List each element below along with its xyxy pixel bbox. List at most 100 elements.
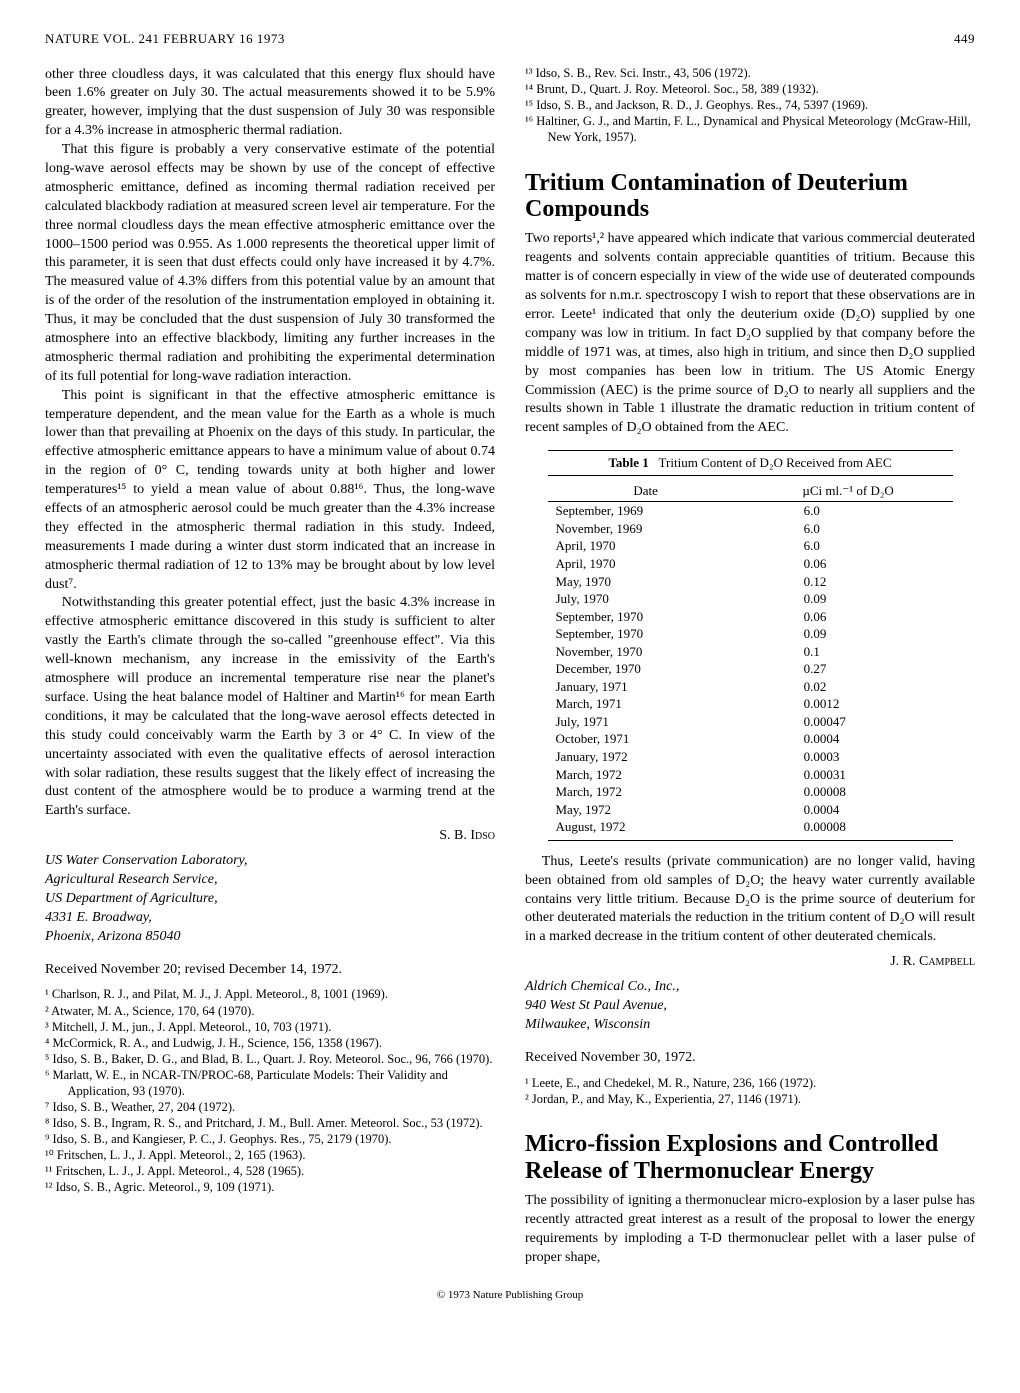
- author-name: J. R. Campbell: [525, 953, 975, 972]
- affiliation: Aldrich Chemical Co., Inc., 940 West St …: [525, 978, 975, 1035]
- table-row: January, 19720.0003: [548, 748, 953, 766]
- reference-item: ¹⁵ Idso, S. B., and Jackson, R. D., J. G…: [525, 98, 975, 114]
- table-label: Table 1: [608, 455, 648, 470]
- table-cell-date: July, 1971: [548, 713, 744, 731]
- table-cell-date: May, 1972: [548, 801, 744, 819]
- table-row: May, 19720.0004: [548, 801, 953, 819]
- table-row: September, 19700.09: [548, 625, 953, 643]
- table-cell-value: 0.00047: [744, 713, 953, 731]
- body-paragraph: Notwithstanding this greater potential e…: [45, 594, 495, 821]
- table-cell-date: January, 1972: [548, 748, 744, 766]
- table-row: July, 19700.09: [548, 590, 953, 608]
- reference-item: ⁵ Idso, S. B., Baker, D. G., and Blad, B…: [45, 1052, 495, 1068]
- table-header: Date: [548, 480, 744, 502]
- body-paragraph: other three cloudless days, it was calcu…: [45, 66, 495, 142]
- table-row: July, 19710.00047: [548, 713, 953, 731]
- table-cell-date: July, 1970: [548, 590, 744, 608]
- affil-line: 4331 E. Broadway,: [45, 909, 495, 928]
- table-row: March, 19710.0012: [548, 695, 953, 713]
- table-row: September, 19696.0: [548, 502, 953, 520]
- table-cell-value: 0.09: [744, 590, 953, 608]
- reference-item: ⁶ Marlatt, W. E., in NCAR-TN/PROC-68, Pa…: [45, 1068, 495, 1099]
- table-row: November, 19700.1: [548, 643, 953, 661]
- article-title: Micro-fission Explosions and Controlled …: [525, 1131, 975, 1184]
- affil-line: 940 West St Paul Avenue,: [525, 997, 975, 1016]
- table-cell-value: 6.0: [744, 502, 953, 520]
- table-cell-value: 0.27: [744, 660, 953, 678]
- reference-item: ⁸ Idso, S. B., Ingram, R. S., and Pritch…: [45, 1116, 495, 1132]
- table-row: November, 19696.0: [548, 520, 953, 538]
- reference-item: ¹³ Idso, S. B., Rev. Sci. Instr., 43, 50…: [525, 66, 975, 82]
- header-left: NATURE VOL. 241 FEBRUARY 16 1973: [45, 30, 285, 48]
- body-paragraph: This point is significant in that the ef…: [45, 387, 495, 595]
- table-cell-value: 0.06: [744, 555, 953, 573]
- table-row: April, 19706.0: [548, 537, 953, 555]
- reference-item: ¹⁶ Haltiner, G. J., and Martin, F. L., D…: [525, 114, 975, 145]
- table-cell-date: September, 1969: [548, 502, 744, 520]
- reference-item: ⁹ Idso, S. B., and Kangieser, P. C., J. …: [45, 1132, 495, 1148]
- reference-item: ² Atwater, M. A., Science, 170, 64 (1970…: [45, 1004, 495, 1020]
- table-cell-value: 0.1: [744, 643, 953, 661]
- article-title: Tritium Contamination of Deuterium Compo…: [525, 170, 975, 223]
- table-cell-value: 0.02: [744, 678, 953, 696]
- table-cell-date: April, 1970: [548, 537, 744, 555]
- table-cell-date: December, 1970: [548, 660, 744, 678]
- body-paragraph: Two reports¹,² have appeared which indic…: [525, 230, 975, 438]
- table-cell-date: November, 1970: [548, 643, 744, 661]
- body-paragraph: Thus, Leete's results (private communica…: [525, 853, 975, 947]
- reference-item: ¹⁴ Brunt, D., Quart. J. Roy. Meteorol. S…: [525, 82, 975, 98]
- page-number: 449: [954, 30, 975, 48]
- affil-line: US Water Conservation Laboratory,: [45, 852, 495, 871]
- table-cell-date: September, 1970: [548, 625, 744, 643]
- table-row: September, 19700.06: [548, 608, 953, 626]
- table-cell-date: March, 1972: [548, 783, 744, 801]
- table-row: December, 19700.27: [548, 660, 953, 678]
- table-caption-text: Tritium Content of D₂O Received from AEC: [659, 455, 892, 470]
- reference-item: ¹¹ Fritschen, L. J., J. Appl. Meteorol.,…: [45, 1164, 495, 1180]
- table-row: March, 19720.00008: [548, 783, 953, 801]
- affil-line: Agricultural Research Service,: [45, 871, 495, 890]
- table-cell-date: May, 1970: [548, 573, 744, 591]
- table-cell-date: January, 1971: [548, 678, 744, 696]
- reference-item: ¹² Idso, S. B., Agric. Meteorol., 9, 109…: [45, 1180, 495, 1196]
- table-cell-date: April, 1970: [548, 555, 744, 573]
- table-cell-date: November, 1969: [548, 520, 744, 538]
- reference-item: ² Jordan, P., and May, K., Experientia, …: [525, 1092, 975, 1108]
- table-row: April, 19700.06: [548, 555, 953, 573]
- affiliation: US Water Conservation Laboratory, Agricu…: [45, 852, 495, 946]
- table-cell-date: March, 1972: [548, 766, 744, 784]
- table-cell-value: 0.0004: [744, 730, 953, 748]
- table-cell-value: 0.00031: [744, 766, 953, 784]
- body-paragraph: That this figure is probably a very cons…: [45, 141, 495, 387]
- received-date: Received November 20; revised December 1…: [45, 961, 495, 980]
- affil-line: Aldrich Chemical Co., Inc.,: [525, 978, 975, 997]
- table-cell-value: 6.0: [744, 520, 953, 538]
- table-cell-value: 6.0: [744, 537, 953, 555]
- references-continued: ¹³ Idso, S. B., Rev. Sci. Instr., 43, 50…: [525, 66, 975, 146]
- table-cell-value: 0.0012: [744, 695, 953, 713]
- table-row: March, 19720.00031: [548, 766, 953, 784]
- table-cell-value: 0.12: [744, 573, 953, 591]
- right-column: ¹³ Idso, S. B., Rev. Sci. Instr., 43, 50…: [525, 66, 975, 1268]
- reference-item: ³ Mitchell, J. M., jun., J. Appl. Meteor…: [45, 1020, 495, 1036]
- table-cell-date: September, 1970: [548, 608, 744, 626]
- affil-line: US Department of Agriculture,: [45, 890, 495, 909]
- reference-item: ⁷ Idso, S. B., Weather, 27, 204 (1972).: [45, 1100, 495, 1116]
- table-cell-value: 0.00008: [744, 783, 953, 801]
- table-cell-date: October, 1971: [548, 730, 744, 748]
- affil-line: Phoenix, Arizona 85040: [45, 928, 495, 947]
- body-paragraph: The possibility of igniting a thermonucl…: [525, 1192, 975, 1268]
- references: ¹ Leete, E., and Chedekel, M. R., Nature…: [525, 1076, 975, 1108]
- reference-item: ¹⁰ Fritschen, L. J., J. Appl. Meteorol.,…: [45, 1148, 495, 1164]
- reference-item: ⁴ McCormick, R. A., and Ludwig, J. H., S…: [45, 1036, 495, 1052]
- table-header: µCi ml.⁻¹ of D₂O: [744, 480, 953, 502]
- table-row: May, 19700.12: [548, 573, 953, 591]
- table-cell-date: August, 1972: [548, 818, 744, 840]
- left-column: other three cloudless days, it was calcu…: [45, 66, 495, 1268]
- table-row: January, 19710.02: [548, 678, 953, 696]
- table-cell-date: March, 1971: [548, 695, 744, 713]
- author-name: S. B. Idso: [45, 827, 495, 846]
- table-cell-value: 0.0003: [744, 748, 953, 766]
- copyright-notice: © 1973 Nature Publishing Group: [45, 1288, 975, 1303]
- table-cell-value: 0.0004: [744, 801, 953, 819]
